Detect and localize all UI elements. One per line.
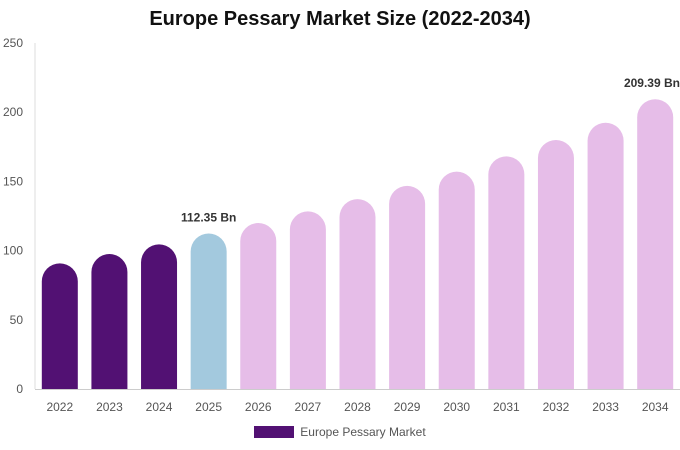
bar-2022 — [41, 263, 78, 389]
bar-2034 — [637, 99, 674, 390]
x-tick-label: 2023 — [96, 400, 123, 414]
bar-2027 — [289, 211, 326, 389]
legend-label: Europe Pessary Market — [300, 425, 426, 439]
y-tick-label: 0 — [16, 382, 23, 396]
data-label-2034: 209.39 Bn — [624, 76, 680, 90]
y-tick-label: 100 — [3, 244, 23, 258]
bar-2030 — [438, 171, 475, 389]
x-tick-label: 2032 — [543, 400, 570, 414]
x-tick-label: 2033 — [592, 400, 619, 414]
bars — [41, 99, 674, 390]
x-tick-label: 2022 — [46, 400, 73, 414]
x-tick-label: 2031 — [493, 400, 520, 414]
y-tick-label: 250 — [3, 36, 23, 50]
x-tick-label: 2030 — [443, 400, 470, 414]
x-tick-label: 2026 — [245, 400, 272, 414]
y-axis: 0 50 100 150 200 250 — [3, 36, 36, 396]
y-tick-label: 150 — [3, 174, 23, 188]
bar-2023 — [91, 254, 128, 389]
x-tick-label: 2025 — [195, 400, 222, 414]
bar-2026 — [240, 223, 277, 389]
bar-2033 — [587, 122, 624, 390]
bar-2025 — [190, 233, 227, 389]
legend: Europe Pessary Market — [0, 425, 680, 439]
x-tick-label: 2024 — [146, 400, 173, 414]
bar-2028 — [339, 199, 376, 389]
x-axis: 2022 2023 2024 2025 2026 2027 2028 2029 2030 2031… — [35, 389, 680, 414]
chart-title: Europe Pessary Market Size (2022-2034) — [149, 8, 531, 30]
bar-2024 — [141, 244, 178, 389]
x-tick-label: 2029 — [394, 400, 421, 414]
bar-2032 — [537, 140, 574, 389]
bar-2029 — [389, 185, 426, 389]
data-labels: 112.35 Bn 209.39 Bn — [181, 76, 680, 224]
x-tick-label: 2034 — [642, 400, 669, 414]
bar-2031 — [488, 156, 525, 389]
legend-swatch — [254, 426, 295, 438]
x-tick-label: 2027 — [295, 400, 322, 414]
y-tick-label: 50 — [10, 313, 24, 327]
y-tick-label: 200 — [3, 105, 23, 119]
x-tick-label: 2028 — [344, 400, 371, 414]
data-label-2025: 112.35 Bn — [181, 211, 236, 225]
